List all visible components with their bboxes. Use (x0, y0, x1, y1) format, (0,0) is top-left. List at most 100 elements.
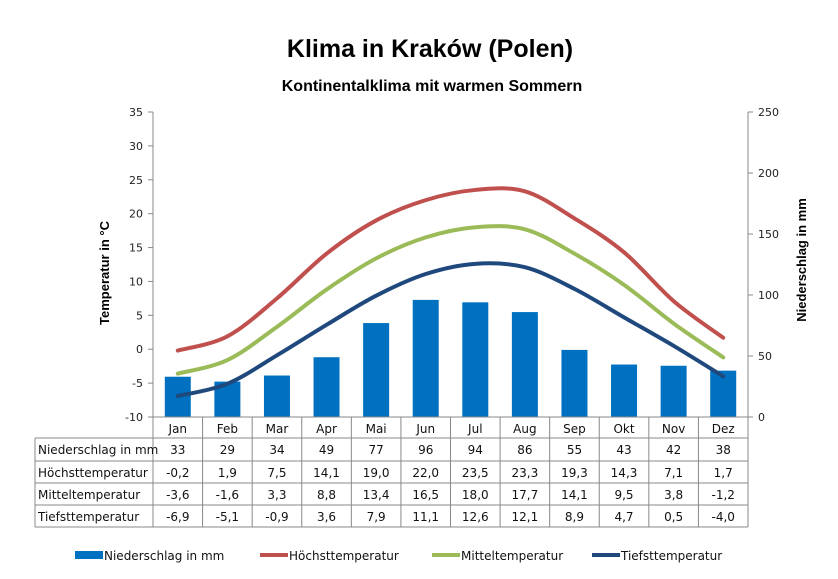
table-cell: 18,0 (462, 488, 489, 502)
x-tick-label: Apr (316, 422, 337, 436)
table-cell: 3,6 (317, 510, 336, 524)
y-tick-label-left: 0 (136, 343, 143, 356)
precipitation-bar (611, 364, 638, 417)
table-cell: -5,1 (216, 510, 239, 524)
table-cell: 49 (319, 443, 334, 457)
table-cell: 7,1 (664, 466, 683, 480)
y-tick-label-left: -10 (125, 411, 143, 424)
table-cell: 14,3 (611, 466, 638, 480)
table-cell: 19,3 (561, 466, 588, 480)
y-tick-label-right: 0 (758, 411, 765, 424)
legend-label: Höchsttemperatur (289, 549, 399, 563)
x-tick-label: Aug (513, 422, 536, 436)
table-cell: 17,7 (512, 488, 539, 502)
table-cell: 1,7 (714, 466, 733, 480)
y-tick-label-right: 150 (758, 228, 779, 241)
y-tick-label-left: 20 (129, 208, 143, 221)
y-axis-left-label: Temperatur in °C (97, 220, 112, 325)
table-cell: 96 (418, 443, 433, 457)
table-cell: 3,3 (267, 488, 286, 502)
table-cell: 34 (269, 443, 284, 457)
table-cell: -0,9 (265, 510, 288, 524)
precipitation-bar (363, 323, 390, 417)
table-cell: 7,5 (267, 466, 286, 480)
table-cell: 55 (567, 443, 582, 457)
table-cell: 3,8 (664, 488, 683, 502)
table-cell: 23,5 (462, 466, 489, 480)
x-tick-label: Mai (366, 422, 387, 436)
table-cell: 22,0 (412, 466, 439, 480)
table-cell: 19,0 (363, 466, 390, 480)
precipitation-bar (263, 375, 290, 417)
table-cell: 0,5 (664, 510, 683, 524)
max-temperature-line (175, 186, 726, 353)
table-cell: 29 (220, 443, 235, 457)
table-cell: 14,1 (561, 488, 588, 502)
precipitation-bar (462, 302, 489, 417)
x-tick-label: Dez (712, 422, 735, 436)
table-cell: 7,9 (367, 510, 386, 524)
precipitation-bar (313, 357, 340, 417)
y-tick-label-left: 10 (129, 275, 143, 288)
precipitation-bar (710, 370, 737, 417)
min-temperature-line (175, 261, 726, 398)
table-cell: 77 (368, 443, 383, 457)
table-cell: 12,6 (462, 510, 489, 524)
table-cell: -3,6 (166, 488, 189, 502)
table-row-label: Tiefsttemperatur (37, 510, 139, 524)
y-tick-label-left: 5 (136, 309, 143, 322)
y-tick-label-right: 250 (758, 106, 779, 119)
table-cell: 23,3 (512, 466, 539, 480)
table-cell: 86 (517, 443, 532, 457)
precipitation-bar (511, 312, 538, 417)
table-cell: 14,1 (313, 466, 340, 480)
precipitation-bar (412, 299, 439, 417)
y-tick-label-right: 200 (758, 167, 779, 180)
y-tick-label-left: 35 (129, 106, 143, 119)
table-cell: 1,9 (218, 466, 237, 480)
table-cell: 12,1 (512, 510, 539, 524)
table-cell: 38 (716, 443, 731, 457)
table-cell: 43 (616, 443, 631, 457)
y-tick-label-left: 15 (129, 242, 143, 255)
x-tick-label: Jan (168, 422, 188, 436)
table-row-label: Mitteltemperatur (38, 488, 140, 502)
chart-title: Klima in Kraków (Polen) (287, 35, 573, 63)
table-cell: -1,6 (216, 488, 239, 502)
table-cell: 33 (170, 443, 185, 457)
x-tick-label: Jun (415, 422, 435, 436)
table-cell: -0,2 (166, 466, 189, 480)
mean-temperature-line (175, 224, 726, 376)
table-cell: 8,9 (565, 510, 584, 524)
table-cell: 9,5 (614, 488, 633, 502)
table-cell: -4,0 (711, 510, 734, 524)
legend-swatch-bar (75, 551, 103, 559)
x-tick-label: Feb (217, 422, 238, 436)
table-cell: 42 (666, 443, 681, 457)
y-tick-label-left: 25 (129, 174, 143, 187)
legend-label: Tiefsttemperatur (620, 549, 722, 563)
table-row-label: Niederschlag in mm (38, 443, 158, 457)
table-cell: 16,5 (412, 488, 439, 502)
table-cell: 8,8 (317, 488, 336, 502)
table-cell: 94 (468, 443, 483, 457)
table-cell: -1,2 (711, 488, 734, 502)
y-axis-right-label: Niederschlag in mm (794, 198, 809, 322)
table-cell: 13,4 (363, 488, 390, 502)
y-tick-label-left: 30 (129, 140, 143, 153)
precipitation-bar (561, 349, 588, 417)
table-cell: 11,1 (412, 510, 439, 524)
y-tick-label-right: 50 (758, 350, 772, 363)
y-tick-label-right: 100 (758, 289, 779, 302)
table-cell: -6,9 (166, 510, 189, 524)
y-tick-label-left: -5 (132, 377, 143, 390)
x-tick-label: Jul (467, 422, 482, 436)
legend-label: Mitteltemperatur (461, 549, 563, 563)
legend-label: Niederschlag in mm (104, 549, 224, 563)
table-cell: 4,7 (614, 510, 633, 524)
x-tick-label: Nov (662, 422, 685, 436)
chart-subtitle: Kontinentalklima mit warmen Sommern (282, 78, 583, 95)
precipitation-bar (660, 365, 687, 417)
